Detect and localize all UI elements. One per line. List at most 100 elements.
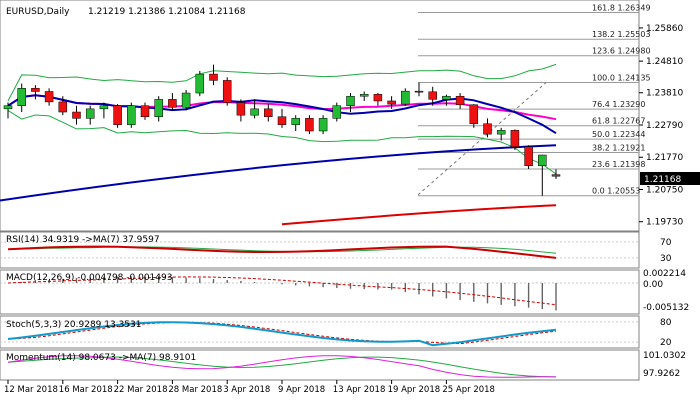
fibo-label-2: 123.6 1.24980 xyxy=(592,47,651,56)
rsi-line xyxy=(7,245,557,259)
candle-body[interactable] xyxy=(31,88,40,92)
long-ma-line xyxy=(281,204,557,226)
macd-signal-line xyxy=(7,276,557,306)
candle-body[interactable] xyxy=(222,80,232,103)
candle-body[interactable] xyxy=(209,73,218,81)
fibo-label-7: 38.2 1.21921 xyxy=(592,143,645,152)
candle-body[interactable] xyxy=(538,154,547,167)
price-tick-label-4: 1.21770 xyxy=(646,153,683,163)
candle-body[interactable] xyxy=(305,118,314,132)
blue-ma-line xyxy=(7,94,557,135)
candle-body[interactable] xyxy=(181,92,191,108)
momentum-line xyxy=(7,355,557,378)
price-tick-label-5: 1.20750 xyxy=(646,185,683,195)
candle-body[interactable] xyxy=(387,100,396,105)
candle-body[interactable] xyxy=(373,94,383,102)
candle-body[interactable] xyxy=(318,118,328,132)
last-price-marker xyxy=(640,172,700,185)
candle-body[interactable] xyxy=(264,108,273,118)
candle-body[interactable] xyxy=(236,102,246,116)
time-tick-label-6: 13 Apr 2018 xyxy=(333,385,386,395)
price-tick-label-2: 1.23810 xyxy=(646,89,683,99)
symbol-label: EURUSD,Daily xyxy=(6,7,70,17)
time-axis: 12 Mar 2018 16 Mar 2018 22 Mar 2018 28 Mar … xyxy=(4,380,495,395)
candle-body[interactable] xyxy=(85,108,95,119)
stoch-level-20: 20 xyxy=(660,338,672,348)
candle-body[interactable] xyxy=(483,123,492,135)
macd-level-high: 0.002214 xyxy=(643,269,686,279)
candle-body[interactable] xyxy=(99,105,109,110)
candle-body[interactable] xyxy=(154,99,163,118)
macd-level-zero: 0.00 xyxy=(643,280,663,290)
candle-body[interactable] xyxy=(58,101,68,113)
candle-body[interactable] xyxy=(72,111,81,119)
candle-body[interactable] xyxy=(359,94,369,97)
rsi-pane[interactable]: RSI(14) 34.9319 ->MA(7) 37.9597 70 30 xyxy=(0,231,672,269)
candle-body[interactable] xyxy=(195,73,205,94)
candle-body[interactable] xyxy=(455,95,465,106)
time-tick-label-5: 9 Apr 2018 xyxy=(278,385,325,395)
fibo-label-5: 61.8 1.22767 xyxy=(592,117,645,126)
time-tick-label-8: 25 Apr 2018 xyxy=(442,385,495,395)
candle-body[interactable] xyxy=(414,90,424,93)
candle-body[interactable] xyxy=(127,105,136,125)
bollinger-lower-line xyxy=(7,109,557,175)
macd-pane[interactable]: MACD(12,26,9) -0.004798 -0.001493 0.0022… xyxy=(0,269,689,315)
candlesticks xyxy=(3,64,561,196)
candle-body[interactable] xyxy=(428,91,437,100)
indicator-lines xyxy=(0,63,557,226)
time-tick-label-2: 22 Mar 2018 xyxy=(114,385,168,395)
stochastic-pane[interactable]: Stoch(5,3,3) 20.9289 13.3531 80 20 xyxy=(0,315,672,349)
price-tick-label-6: 1.19730 xyxy=(646,218,683,228)
candle-body[interactable] xyxy=(17,88,26,106)
candle-body[interactable] xyxy=(496,130,506,135)
rsi-level-30: 30 xyxy=(660,254,672,264)
fibo-label-1: 138.2 1.25503 xyxy=(592,30,651,39)
momentum-pane[interactable]: Momentum(14) 98.0673 ->MA(7) 98.9101 101… xyxy=(0,349,686,381)
macd-label: MACD(12,26,9) -0.004798 -0.001493 xyxy=(6,273,172,283)
candle-body[interactable] xyxy=(250,108,259,116)
bollinger-upper-line xyxy=(7,63,557,102)
price-tick-label-0: 1.25860 xyxy=(646,24,683,34)
stoch-level-80: 80 xyxy=(660,318,672,328)
time-tick-label-4: 3 Apr 2018 xyxy=(223,385,270,395)
fibo-label-4: 76.4 1.23290 xyxy=(592,100,645,109)
stoch-main-line xyxy=(7,321,557,347)
ohlc-readout: 1.21219 1.21386 1.21084 1.21168 xyxy=(88,7,246,17)
candle-body[interactable] xyxy=(469,104,479,124)
last-price-label: 1.21168 xyxy=(644,175,681,185)
momentum-label: Momentum(14) 98.0673 ->MA(7) 98.9101 xyxy=(6,353,196,363)
time-tick-label-1: 16 Mar 2018 xyxy=(59,385,113,395)
candle-body[interactable] xyxy=(140,105,150,118)
fibo-label-8: 23.6 1.21398 xyxy=(592,160,645,169)
stoch-signal-line xyxy=(7,321,557,345)
time-tick-label-7: 19 Apr 2018 xyxy=(388,385,441,395)
fibo-label-9: 0.0 1.20553 xyxy=(592,187,640,196)
fibo-label-3: 100.0 1.24135 xyxy=(592,73,651,82)
time-tick-label-3: 28 Mar 2018 xyxy=(168,385,222,395)
price-axis: 1.25860 1.24810 1.23810 1.22790 1.21770 1.207… xyxy=(639,24,683,228)
candle-body[interactable] xyxy=(442,95,451,100)
candle-body[interactable] xyxy=(113,105,122,125)
price-tick-label-3: 1.22790 xyxy=(646,121,683,131)
rsi-level-70: 70 xyxy=(660,238,672,248)
momentum-level-high: 101.0302 xyxy=(643,351,686,361)
price-tick-label-1: 1.24810 xyxy=(646,57,683,67)
candle-body[interactable] xyxy=(510,130,520,148)
candle-body[interactable] xyxy=(346,95,355,106)
slow-ma-line xyxy=(0,144,557,202)
candle-body[interactable] xyxy=(291,118,300,125)
candle-body[interactable] xyxy=(401,90,410,105)
candle-body[interactable] xyxy=(3,105,13,110)
candle-body[interactable] xyxy=(44,91,54,103)
macd-level-low: -0.005132 xyxy=(643,303,689,313)
candle-body[interactable] xyxy=(524,146,533,167)
candle-body[interactable] xyxy=(332,105,342,119)
candle-body[interactable] xyxy=(277,116,287,125)
candle-body[interactable] xyxy=(168,99,177,108)
stoch-label: Stoch(5,3,3) 20.9289 13.3531 xyxy=(6,320,141,330)
fibo-trend-line xyxy=(417,82,547,196)
candle-body[interactable] xyxy=(551,174,561,177)
